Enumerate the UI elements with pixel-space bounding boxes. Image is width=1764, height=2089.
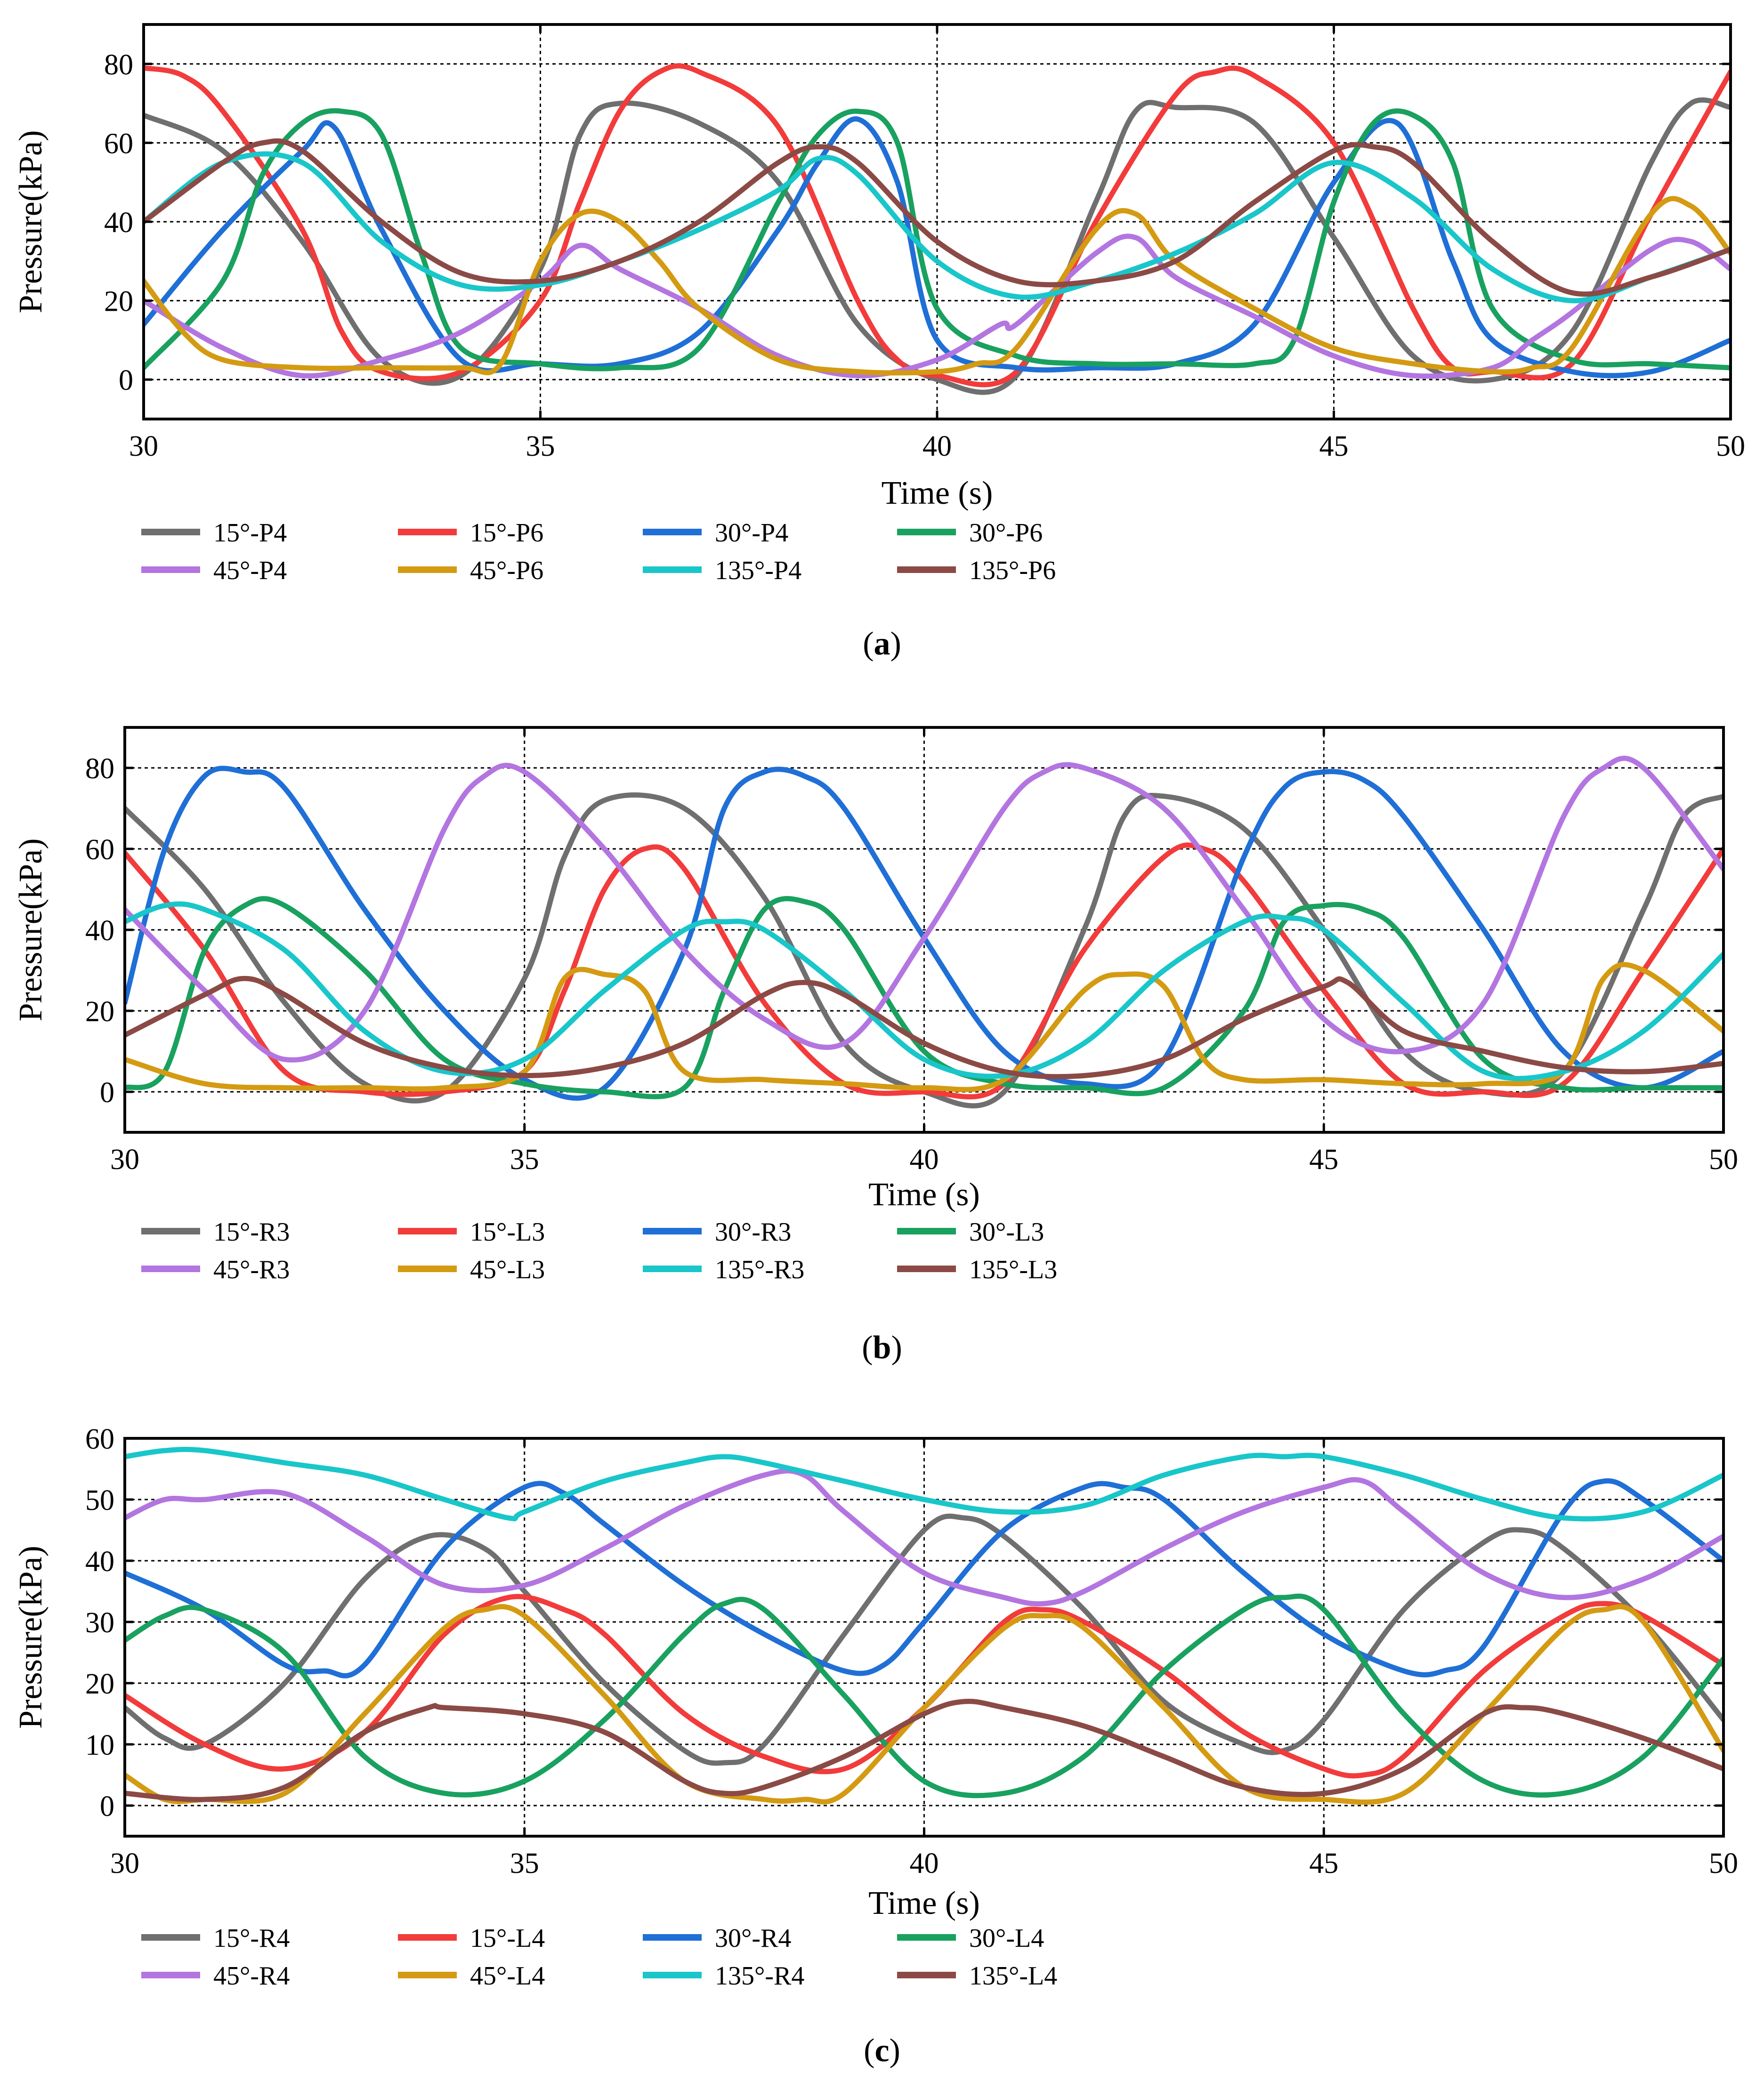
- y-tick-label: 20: [104, 286, 133, 318]
- legend-label: 30°-R3: [715, 1218, 791, 1247]
- panel-caption: (a): [863, 626, 901, 662]
- legend-label: 45°-P4: [213, 556, 287, 585]
- x-axis-title: Time (s): [868, 1177, 980, 1213]
- legend-label: 45°-L4: [470, 1961, 545, 1991]
- series-line: [125, 1468, 1724, 1607]
- x-tick-label: 35: [510, 1144, 539, 1176]
- y-tick-label: 60: [85, 834, 114, 866]
- legend-label: 135°-P4: [715, 556, 801, 585]
- series-line: [125, 901, 1724, 1081]
- x-tick-label: 30: [110, 1144, 139, 1176]
- x-axis-title: Time (s): [882, 475, 993, 511]
- legend-label: 45°-R3: [213, 1255, 290, 1284]
- series-line: [125, 1447, 1724, 1522]
- series-line: [125, 1513, 1724, 1766]
- legend-label: 30°-P6: [969, 518, 1043, 548]
- series-line: [125, 962, 1724, 1092]
- legend-label: 45°-P6: [470, 556, 543, 585]
- legend-label: 135°-L4: [969, 1961, 1057, 1991]
- x-tick-label: 45: [1309, 1847, 1338, 1879]
- panel-caption: (c): [864, 2033, 900, 2069]
- series-line: [125, 842, 1724, 1100]
- series-line: [125, 1699, 1724, 1802]
- legend-label: 30°-R4: [715, 1924, 791, 1953]
- y-tick-label: 30: [85, 1607, 114, 1639]
- y-axis-title: Pressure(kPa): [13, 130, 49, 314]
- y-tick-label: 0: [119, 364, 133, 396]
- x-tick-label: 50: [1716, 430, 1745, 462]
- legend-label: 135°-P6: [969, 556, 1056, 585]
- x-tick-label: 35: [526, 430, 555, 462]
- legend-label: 15°-L3: [470, 1218, 545, 1247]
- y-tick-label: 40: [85, 1546, 114, 1578]
- series-line: [125, 756, 1724, 1063]
- legend-label: 45°-R4: [213, 1961, 290, 1991]
- y-tick-label: 50: [85, 1484, 114, 1516]
- series-line: [144, 196, 1731, 376]
- x-tick-label: 30: [110, 1847, 139, 1879]
- y-tick-label: 20: [85, 1668, 114, 1700]
- y-tick-label: 60: [104, 128, 133, 160]
- chart-panel-a: 30 35 40 45 50 0 20 40 60 80 Time (s) Pressure(kPa)…: [13, 23, 1745, 662]
- series-line: [144, 108, 1731, 371]
- series-group: [125, 756, 1724, 1109]
- x-tick-label: 40: [910, 1144, 939, 1176]
- x-tick-label: 40: [922, 430, 952, 462]
- y-tick-label: 0: [100, 1077, 114, 1109]
- legend: 15°-P4 15°-P6 30°-P4 30°-P6 45°-P4 45°-P6 135°…: [141, 518, 1056, 585]
- y-tick-label: 20: [85, 996, 114, 1028]
- legend-label: 30°-L4: [969, 1924, 1044, 1953]
- y-tick-label: 0: [100, 1791, 114, 1823]
- chart-panel-c: 30 35 40 45 50 0 10 20 30 40 50 60 Time (s) Pressure(…: [13, 1423, 1738, 2069]
- series-group: [144, 63, 1731, 395]
- x-tick-label: 45: [1309, 1144, 1338, 1176]
- series-line: [125, 766, 1724, 1101]
- series-line: [125, 896, 1724, 1099]
- legend-label: 15°-R3: [213, 1218, 290, 1247]
- x-tick-label: 50: [1709, 1847, 1738, 1879]
- legend-label: 135°-L3: [969, 1255, 1057, 1284]
- series-line: [125, 1478, 1724, 1678]
- series-line: [144, 138, 1731, 297]
- series-line: [144, 151, 1731, 304]
- y-tick-label: 80: [85, 753, 114, 785]
- legend-label: 15°-R4: [213, 1924, 290, 1953]
- series-line: [125, 1593, 1724, 1799]
- series-group: [125, 1447, 1724, 1805]
- y-axis-title: Pressure(kPa): [13, 1546, 49, 1729]
- x-tick-label: 35: [510, 1847, 539, 1879]
- y-axis-title: Pressure(kPa): [13, 839, 49, 1022]
- x-tick-label: 45: [1319, 430, 1349, 462]
- x-tick-label: 30: [129, 430, 158, 462]
- legend: 15°-R3 15°-L3 30°-R3 30°-L3 45°-R3 45°-L3 135°…: [141, 1218, 1057, 1284]
- legend-label: 15°-P6: [470, 518, 543, 548]
- y-tick-label: 60: [85, 1423, 114, 1455]
- panel-caption: (b): [862, 1330, 902, 1366]
- legend-label: 135°-R3: [715, 1255, 804, 1284]
- y-tick-label: 40: [104, 207, 133, 239]
- x-axis-title: Time (s): [868, 1885, 980, 1921]
- legend: 15°-R4 15°-L4 30°-R4 30°-L4 45°-R4 45°-L4 135°…: [141, 1924, 1057, 1991]
- legend-label: 15°-L4: [470, 1924, 545, 1953]
- chart-panel-b: 30 35 40 45 50 0 20 40 60 80 Time (s) Pressure(kPa)…: [13, 726, 1738, 1366]
- y-tick-label: 40: [85, 915, 114, 947]
- legend-label: 135°-R4: [715, 1961, 804, 1991]
- legend-label: 15°-P4: [213, 518, 287, 548]
- series-line: [125, 976, 1724, 1080]
- series-line: [144, 234, 1731, 379]
- legend-label: 30°-L3: [969, 1218, 1044, 1247]
- x-tick-label: 40: [910, 1847, 939, 1879]
- x-tick-label: 50: [1709, 1144, 1738, 1176]
- legend-label: 30°-P4: [715, 518, 788, 548]
- y-tick-label: 80: [104, 49, 133, 81]
- series-line: [144, 97, 1731, 395]
- legend-label: 45°-L3: [470, 1255, 545, 1284]
- y-tick-label: 10: [85, 1729, 114, 1761]
